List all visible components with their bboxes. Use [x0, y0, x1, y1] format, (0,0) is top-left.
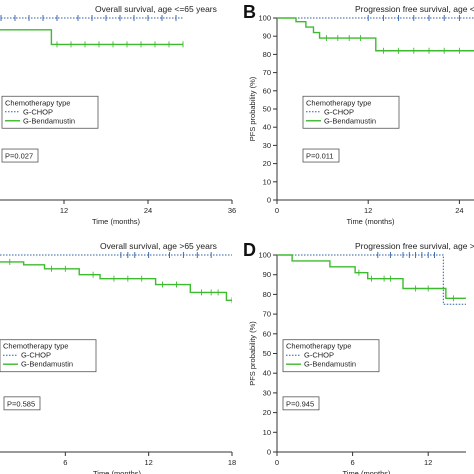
y-tick-label: 90 — [263, 32, 271, 41]
legend-title: Chemotherapy type — [3, 342, 68, 351]
pvalue-frame — [3, 396, 41, 411]
legend-entry: G-CHOP — [21, 351, 51, 360]
chart-title: Progression free survival, age >65 years — [355, 241, 474, 251]
x-axis-title: Time (months) — [93, 469, 142, 474]
panel-a: Overall survival, age <=65 years 12 24 36 Ti… — [0, 4, 236, 226]
y-tick-label: 10 — [263, 428, 271, 437]
legend-entry: G-Bendamustin — [304, 360, 356, 369]
plot-area — [277, 252, 466, 305]
x-axis-title: Time (months) — [346, 217, 395, 226]
y-tick-label: 80 — [263, 290, 271, 299]
x-tick-label: 6 — [351, 458, 355, 467]
pvalue-label: P=0.011 — [306, 152, 334, 161]
y-tick-label: 70 — [263, 68, 271, 77]
y-tick-label: 30 — [263, 141, 271, 150]
legend-entry: G-CHOP — [324, 107, 354, 116]
x-tick-label: 12 — [144, 458, 152, 467]
pvalue-box: P=0.011 — [302, 148, 340, 163]
y-tick-label: 20 — [263, 159, 271, 168]
y-tick-label: 0 — [267, 448, 271, 457]
pvalue-label: P=0.027 — [5, 152, 33, 161]
panel-c: Overall survival, age >65 years 6 12 18 Time… — [0, 241, 236, 474]
legend-entry: G-Bendamustin — [324, 116, 376, 125]
legend-title: Chemotherapy type — [286, 342, 351, 351]
panel-d: D Progression free survival, age >65 year… — [243, 240, 474, 474]
panel-letter: B — [243, 2, 256, 22]
pvalue-label: P=0.945 — [286, 399, 314, 408]
x-tick-label: 36 — [228, 206, 236, 215]
y-tick-label: 10 — [263, 177, 271, 186]
gbendamustin-survival-curve — [277, 254, 466, 300]
x-tick-label: 0 — [275, 458, 279, 467]
gbendamustin-survival-curve — [0, 29, 183, 46]
pvalue-label: P=0.585 — [7, 399, 35, 408]
y-tick-label: 30 — [263, 388, 271, 397]
legend-title: Chemotherapy type — [5, 98, 70, 107]
y-axis-title: PFS probability (%) — [248, 76, 257, 141]
pvalue-frame — [302, 148, 340, 163]
x-axis-title: Time (months) — [92, 217, 141, 226]
y-tick-label: 40 — [263, 123, 271, 132]
pvalue-box: P=0.027 — [1, 148, 39, 163]
pvalue-frame — [1, 148, 39, 163]
y-tick-label: 90 — [263, 270, 271, 279]
legend-entry: G-Bendamustin — [23, 116, 75, 125]
legend-entry: G-Bendamustin — [21, 360, 73, 369]
y-tick-label: 100 — [258, 14, 271, 23]
chart-title: Overall survival, age >65 years — [100, 241, 217, 251]
x-axis-title: Time (months) — [342, 469, 391, 474]
legend-title: Chemotherapy type — [306, 98, 371, 107]
plot-area — [277, 15, 474, 54]
x-tick-label: 24 — [144, 206, 152, 215]
panel-b: B Progression free survival, age <=65 yea… — [243, 2, 474, 226]
legend-entry: G-CHOP — [304, 351, 334, 360]
plot-area — [0, 252, 232, 304]
legend-entry: G-CHOP — [23, 107, 53, 116]
x-tick-label: 0 — [275, 206, 279, 215]
panel-letter: D — [243, 240, 256, 260]
y-tick-label: 20 — [263, 408, 271, 417]
y-tick-label: 60 — [263, 86, 271, 95]
x-tick-label: 6 — [63, 458, 67, 467]
pvalue-box: P=0.945 — [282, 396, 320, 411]
pvalue-frame — [282, 396, 320, 411]
y-axis-title: PFS probability (%) — [248, 321, 257, 386]
gbendamustin-survival-curve — [277, 17, 474, 52]
x-tick-label: 12 — [60, 206, 68, 215]
y-tick-label: 50 — [263, 105, 271, 114]
y-tick-label: 60 — [263, 329, 271, 338]
x-tick-label: 12 — [364, 206, 372, 215]
y-tick-label: 80 — [263, 50, 271, 59]
y-tick-label: 100 — [258, 251, 271, 260]
y-tick-label: 40 — [263, 369, 271, 378]
pvalue-box: P=0.585 — [3, 396, 41, 411]
x-tick-label: 12 — [424, 458, 432, 467]
x-tick-label: 18 — [228, 458, 236, 467]
gbendamustin-survival-curve — [0, 261, 232, 302]
plot-area — [0, 15, 184, 48]
chart-title: Progression free survival, age <=65 year… — [355, 4, 474, 14]
chart-title: Overall survival, age <=65 years — [95, 4, 217, 14]
y-tick-label: 0 — [267, 196, 271, 205]
y-tick-label: 50 — [263, 349, 271, 358]
x-tick-label: 24 — [455, 206, 463, 215]
y-tick-label: 70 — [263, 310, 271, 319]
